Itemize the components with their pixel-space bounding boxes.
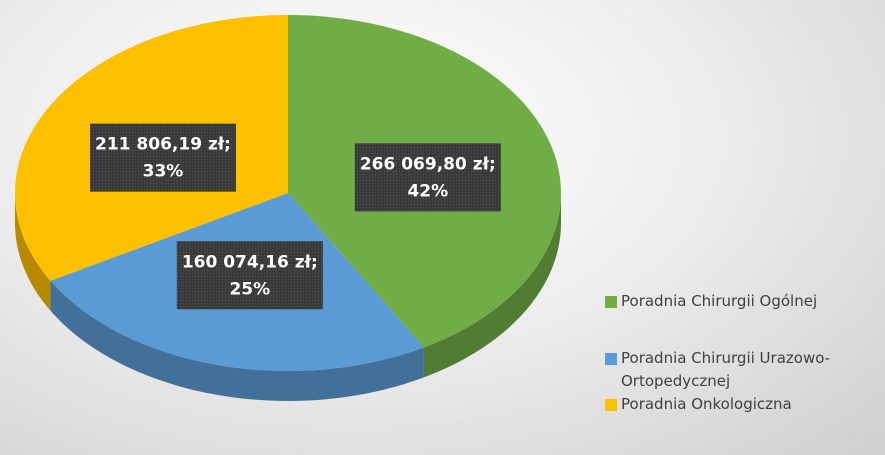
data-label: 211 806,19 zł; 33% [89,123,236,192]
legend-label: Poradnia Chirurgii Urazowo-Ortopedycznej [621,349,831,390]
label-box [89,123,236,192]
percent-label: 33% [143,162,184,182]
slice-side [15,193,51,311]
legend-label: Poradnia Chirurgii Ogólnej [621,292,818,310]
label-box [176,241,323,310]
percent-label: 42% [407,181,448,201]
legend-item: Poradnia Onkologiczna [605,393,870,416]
legend-swatch [605,353,617,365]
data-label: 160 074,16 zł; 25% [176,241,323,310]
data-label: 266 069,80 zł; 42% [354,143,501,212]
legend-item: Poradnia Chirurgii Ogólnej [605,290,870,313]
legend-swatch [605,399,617,411]
legend-item: Poradnia Chirurgii Urazowo-Ortopedycznej [605,347,870,393]
legend: Poradnia Chirurgii Ogólnej Poradnia Chiru… [605,290,870,416]
value-label: 160 074,16 zł; [182,252,318,272]
value-label: 211 806,19 zł; [95,135,231,155]
label-box [354,143,501,212]
legend-label: Poradnia Onkologiczna [621,395,792,413]
legend-swatch [605,296,617,308]
slice-side [423,193,561,378]
percent-label: 25% [229,279,270,299]
value-label: 266 069,80 zł; [360,154,496,174]
slice-side [50,280,424,401]
